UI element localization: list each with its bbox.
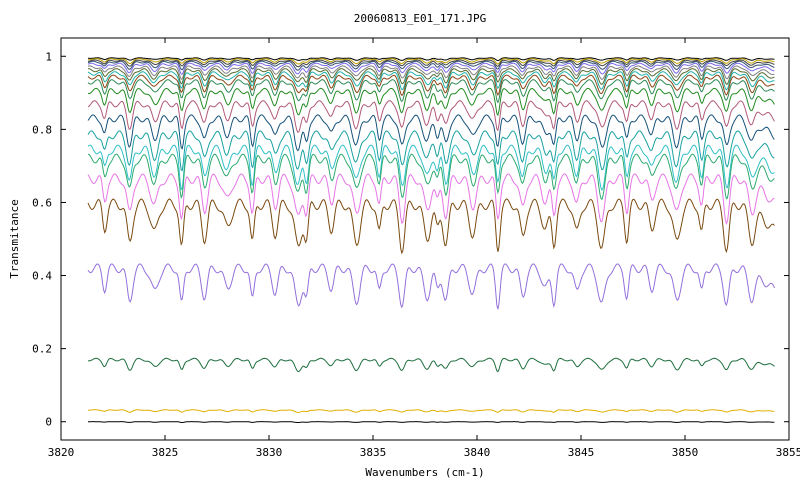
y-tick-label: 0.2 xyxy=(32,343,52,356)
x-axis-label: Wavenumbers (cm-1) xyxy=(365,466,484,479)
series-line xyxy=(87,409,775,414)
series-line xyxy=(87,421,775,424)
series-line xyxy=(87,74,775,97)
series-line xyxy=(87,71,775,91)
series-line xyxy=(87,198,775,255)
chart-title: 20060813_E01_171.JPG xyxy=(354,12,486,25)
y-tick-label: 0.4 xyxy=(32,270,52,283)
series-line xyxy=(87,68,775,85)
x-tick-label: 3855 xyxy=(776,446,800,459)
x-tick-label: 3845 xyxy=(568,446,595,459)
x-axis: 3820 3825 3830 3835 3840 3845 3850 3855 xyxy=(48,38,800,459)
series-layer xyxy=(87,57,775,424)
y-axis: 0 0.2 0.4 0.6 0.8 1 xyxy=(32,50,789,429)
x-tick-label: 3840 xyxy=(464,446,491,459)
series-line xyxy=(88,58,775,65)
series-line xyxy=(87,263,775,310)
x-tick-label: 3825 xyxy=(152,446,179,459)
series-line xyxy=(87,114,775,152)
series-line xyxy=(87,100,775,133)
x-tick-label: 3850 xyxy=(672,446,699,459)
x-tick-label: 3835 xyxy=(360,446,387,459)
x-tick-label: 3830 xyxy=(256,446,283,459)
series-line xyxy=(87,62,775,75)
y-tick-label: 0 xyxy=(45,416,52,429)
series-line xyxy=(87,144,775,191)
y-tick-label: 0.6 xyxy=(32,196,52,209)
y-axis-label: Transmitance xyxy=(8,199,21,278)
x-tick-label: 3820 xyxy=(48,446,75,459)
y-tick-label: 0.8 xyxy=(32,123,52,136)
series-line xyxy=(87,357,775,373)
series-line xyxy=(87,153,775,201)
series-line xyxy=(87,65,775,80)
y-tick-label: 1 xyxy=(45,50,52,63)
series-line xyxy=(87,173,775,226)
plot-frame xyxy=(60,37,790,441)
series-line xyxy=(87,130,775,172)
series-line xyxy=(87,60,775,71)
series-line xyxy=(87,87,775,117)
series-line xyxy=(87,57,775,62)
series-line xyxy=(87,59,775,68)
series-line xyxy=(87,79,775,104)
